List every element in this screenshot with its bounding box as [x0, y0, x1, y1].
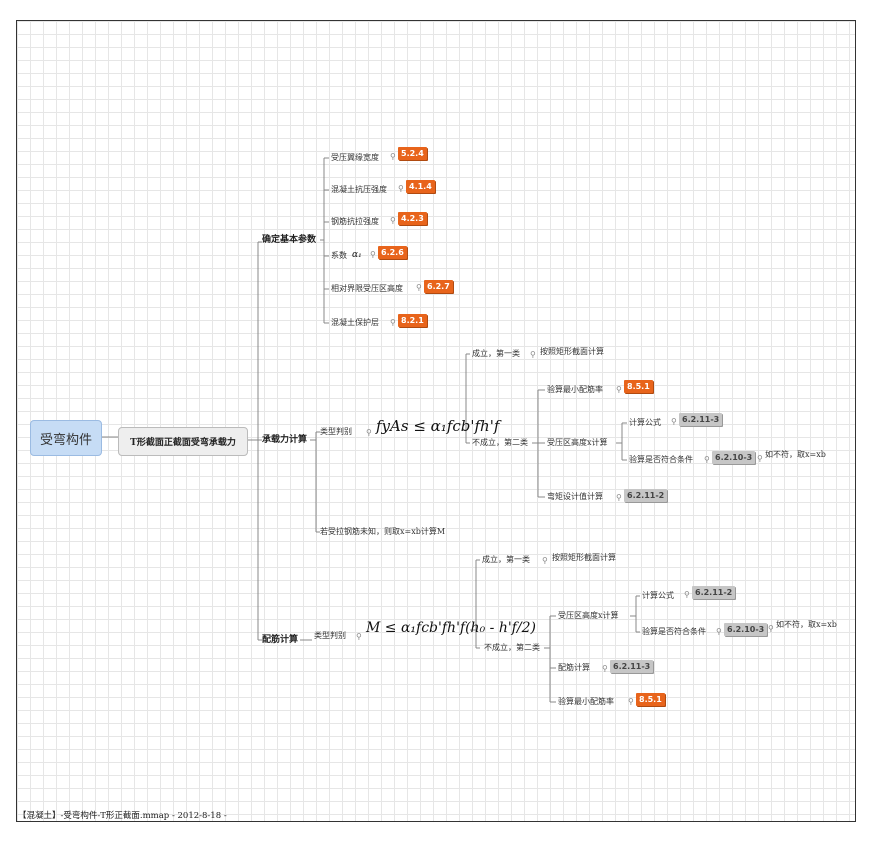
paperclip-icon: ⚲ [671, 417, 677, 426]
main-topic-node[interactable]: T形截面正截面受弯承载力 [118, 427, 248, 456]
clause-tag[interactable]: 8.2.1 [398, 314, 427, 327]
alpha1-symbol: α₁ [352, 250, 362, 260]
topic-reinforcement[interactable]: 配筋计算 [262, 635, 299, 645]
case-holds[interactable]: 成立，第一类 [472, 349, 520, 358]
paperclip-icon: ⚲ [390, 152, 396, 161]
paperclip-icon: ⚲ [628, 697, 634, 706]
paperclip-icon: ⚲ [602, 664, 608, 673]
param-item[interactable]: 受压翼缘宽度 [331, 153, 379, 162]
paperclip-icon: ⚲ [416, 283, 422, 292]
type-judgement-label[interactable]: 类型判别 [314, 631, 346, 640]
type-formula: M ≤ α₁fcb'fh'f(h₀ - h'f/2) [366, 620, 536, 636]
paperclip-icon: ⚲ [356, 632, 362, 641]
case-not-holds[interactable]: 不成立，第二类 [484, 643, 540, 652]
unknown-steel-note[interactable]: 若受拉钢筋未知，则取x=xb计算M [320, 527, 446, 536]
clause-tag[interactable]: 6.2.10-3 [724, 623, 768, 636]
param-item[interactable]: 混凝土抗压强度 [331, 185, 387, 194]
clause-tag[interactable]: 8.5.1 [624, 380, 653, 393]
check-condition[interactable]: 验算是否符合条件 [629, 455, 693, 464]
param-item[interactable]: 钢筋抗拉强度 [331, 217, 379, 226]
paperclip-icon: ⚲ [398, 184, 404, 193]
paperclip-icon: ⚲ [616, 493, 622, 502]
param-item[interactable]: 系数 [331, 251, 347, 260]
clause-tag[interactable]: 4.1.4 [406, 180, 435, 193]
reinforcement-calc[interactable]: 配筋计算 [558, 663, 590, 672]
calc-formula[interactable]: 计算公式 [629, 418, 661, 427]
case-not-holds[interactable]: 不成立，第二类 [472, 438, 528, 447]
paperclip-icon: ⚲ [390, 216, 396, 225]
clause-tag[interactable]: 6.2.11-3 [679, 413, 723, 426]
root-node[interactable]: 受弯构件 [30, 420, 102, 456]
compression-zone-calc[interactable]: 受压区高度x计算 [547, 438, 608, 447]
param-item[interactable]: 相对界限受压区高度 [331, 284, 403, 293]
paperclip-icon: ⚲ [542, 556, 548, 565]
check-condition[interactable]: 验算是否符合条件 [642, 627, 706, 636]
clause-tag[interactable]: 5.2.4 [398, 147, 427, 160]
check-min-ratio[interactable]: 验算最小配筋率 [558, 697, 614, 706]
check-min-ratio[interactable]: 验算最小配筋率 [547, 385, 603, 394]
paperclip-icon: ⚲ [530, 350, 536, 359]
clause-tag[interactable]: 8.5.1 [636, 693, 665, 706]
clause-tag[interactable]: 4.2.3 [398, 212, 427, 225]
clause-tag[interactable]: 6.2.6 [378, 246, 407, 259]
paperclip-icon: ⚲ [390, 318, 396, 327]
param-item[interactable]: 混凝土保护层 [331, 318, 379, 327]
paperclip-icon: ⚲ [616, 385, 622, 394]
paperclip-icon: ⚲ [366, 428, 372, 437]
clause-tag[interactable]: 6.2.11-2 [692, 586, 736, 599]
footer-filename: 【混凝土】-受弯构件-T形正截面.mmap - 2012-8-18 - [18, 811, 227, 821]
moment-design-value[interactable]: 弯矩设计值计算 [547, 492, 603, 501]
paperclip-icon: ⚲ [716, 627, 722, 636]
compression-zone-calc[interactable]: 受压区高度x计算 [558, 611, 619, 620]
calc-formula[interactable]: 计算公式 [642, 591, 674, 600]
rect-section-calc[interactable]: 按照矩形截面计算 [552, 553, 616, 562]
type-judgement-label[interactable]: 类型判别 [320, 427, 352, 436]
case-holds[interactable]: 成立，第一类 [482, 555, 530, 564]
paperclip-icon: ⚲ [768, 624, 774, 633]
clause-tag[interactable]: 6.2.10-3 [712, 451, 756, 464]
fallback-note[interactable]: 如不符，取x=xb [765, 450, 826, 459]
type-formula: fyAs ≤ α₁fcb'fh'f [376, 417, 500, 435]
paperclip-icon: ⚲ [704, 455, 710, 464]
topic-capacity[interactable]: 承载力计算 [262, 435, 308, 445]
paperclip-icon: ⚲ [684, 590, 690, 599]
clause-tag[interactable]: 6.2.11-3 [610, 660, 654, 673]
rect-section-calc[interactable]: 按照矩形截面计算 [540, 347, 604, 356]
paperclip-icon: ⚲ [757, 454, 763, 463]
paperclip-icon: ⚲ [370, 250, 376, 259]
clause-tag[interactable]: 6.2.7 [424, 280, 453, 293]
topic-basic-params[interactable]: 确定基本参数 [262, 235, 317, 245]
fallback-note[interactable]: 如不符，取x=xb [776, 620, 837, 629]
clause-tag[interactable]: 6.2.11-2 [624, 489, 668, 502]
